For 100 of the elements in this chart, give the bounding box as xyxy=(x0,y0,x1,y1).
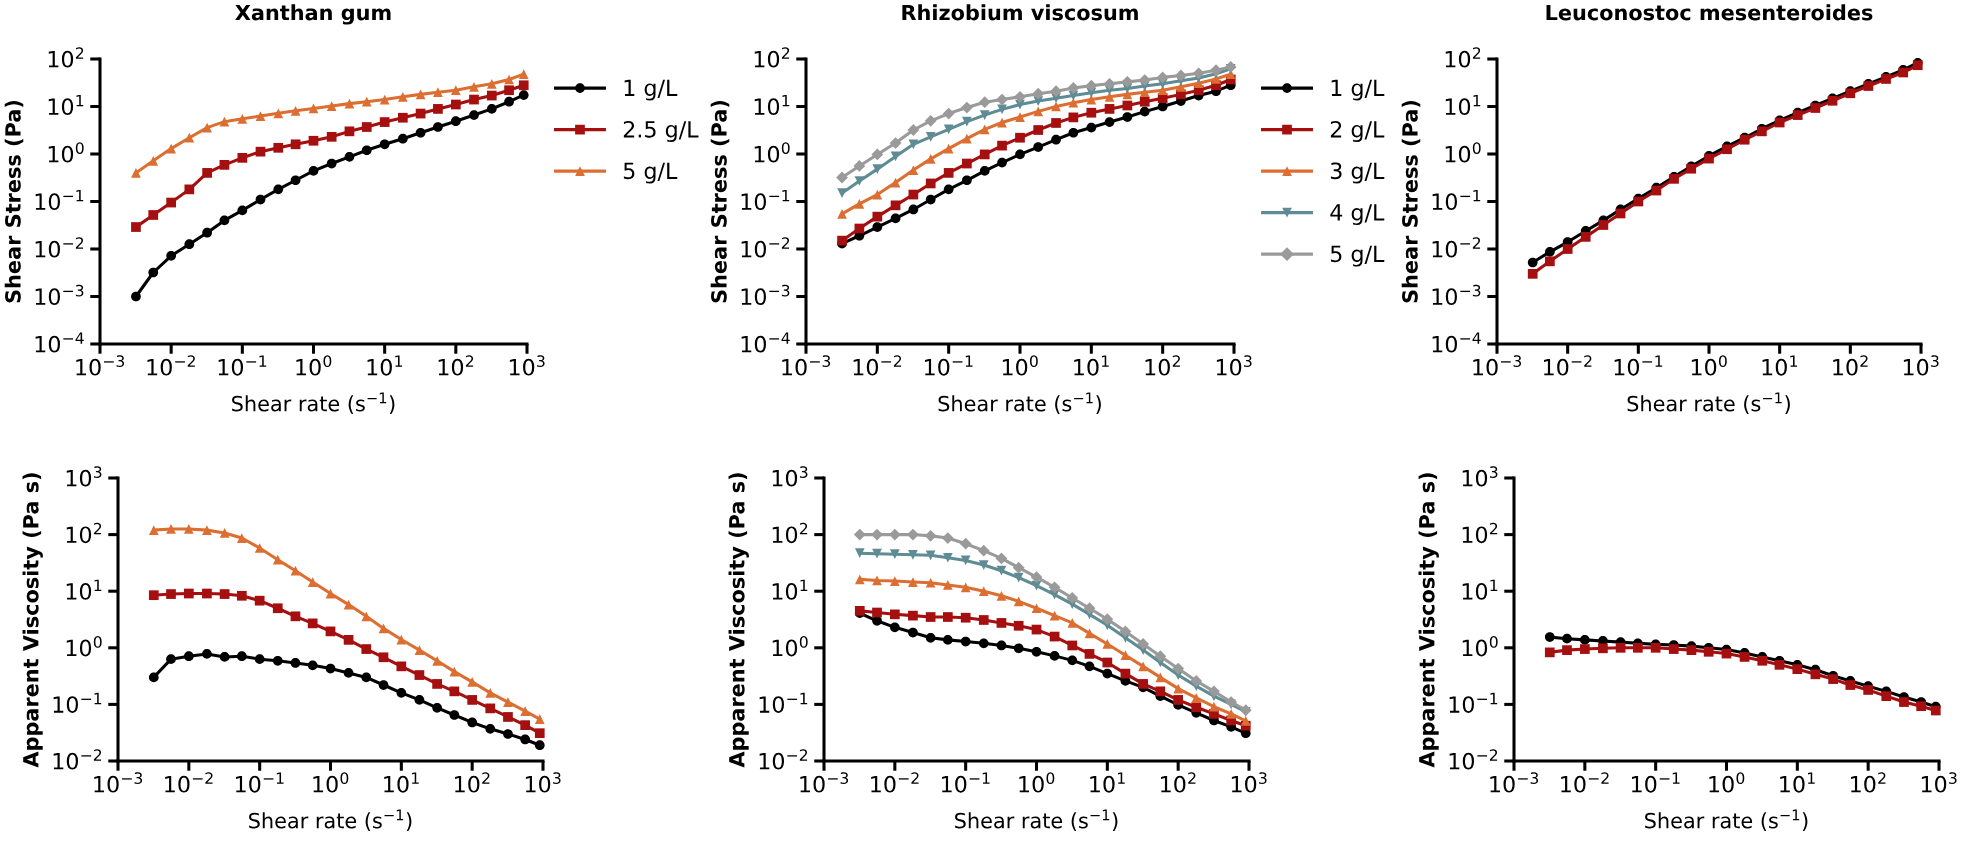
y-tick-label: 10$^{0}$ xyxy=(66,636,102,657)
point xyxy=(960,101,973,114)
point xyxy=(1084,661,1095,672)
point xyxy=(1544,632,1555,642)
point xyxy=(1562,244,1573,254)
point xyxy=(308,166,319,176)
point xyxy=(942,580,953,590)
point xyxy=(148,672,159,683)
legend-label: 1 g/L xyxy=(624,79,678,101)
x-tick-label: 10$^{−3}$ xyxy=(800,772,849,793)
point xyxy=(379,94,390,105)
point xyxy=(1120,650,1131,661)
x-tick-label: 10$^{−2}$ xyxy=(1561,772,1609,793)
point xyxy=(272,554,283,565)
point xyxy=(959,537,972,550)
point xyxy=(272,603,283,614)
x-tick-label: 10$^{−2}$ xyxy=(1544,355,1592,376)
x-tick-label: 10$^{1}$ xyxy=(1780,772,1815,793)
point xyxy=(361,145,372,156)
point xyxy=(397,133,408,144)
point xyxy=(255,111,266,121)
point xyxy=(520,734,531,745)
y-tick-label: 10$^{2}$ xyxy=(48,47,84,68)
point xyxy=(237,113,248,124)
point xyxy=(995,552,1008,565)
x-tick-label: 10$^{3}$ xyxy=(1231,772,1267,793)
point xyxy=(1086,107,1097,118)
point xyxy=(520,706,531,717)
point xyxy=(1015,132,1025,143)
point xyxy=(1828,674,1838,684)
point xyxy=(1139,87,1150,98)
point xyxy=(307,618,318,629)
point xyxy=(1739,652,1750,662)
x-axis-title: Shear rate (s$^{−1}$) xyxy=(938,392,1101,414)
point xyxy=(1545,247,1555,257)
point xyxy=(1014,90,1026,103)
point xyxy=(1210,64,1222,77)
point xyxy=(1102,668,1113,679)
point xyxy=(273,108,284,119)
y-axis-title: Apparent Viscosity (Pa s) xyxy=(1418,473,1439,768)
point xyxy=(872,211,883,222)
point xyxy=(361,96,372,107)
point xyxy=(1580,232,1591,242)
y-tick-label: 10$^{−1}$ xyxy=(53,692,102,714)
point xyxy=(1863,685,1874,695)
point xyxy=(486,104,497,114)
point xyxy=(361,644,372,654)
y-tick-label: 10$^{3}$ xyxy=(1462,466,1498,487)
y-axis-title: Shear Stress (Pa) xyxy=(710,100,730,303)
point xyxy=(290,565,301,576)
point xyxy=(1154,650,1167,663)
point xyxy=(1067,618,1078,628)
point xyxy=(962,175,972,186)
x-tick-label: 10$^{−2}$ xyxy=(165,772,213,793)
point xyxy=(361,122,372,132)
point xyxy=(997,157,1007,168)
point xyxy=(854,199,865,209)
y-tick-label: 10$^{0}$ xyxy=(772,636,808,657)
y-tick-label: 10$^{−3}$ xyxy=(35,284,84,306)
point xyxy=(1598,220,1609,230)
point xyxy=(854,548,865,559)
point xyxy=(1562,645,1572,655)
point xyxy=(908,627,918,638)
x-tick-label: 10$^{−1}$ xyxy=(925,355,973,376)
y-tick-label: 10$^{−3}$ xyxy=(1432,284,1481,306)
point xyxy=(1191,693,1202,703)
point xyxy=(1102,657,1113,668)
point xyxy=(978,615,989,625)
point xyxy=(415,89,426,100)
point xyxy=(1031,603,1042,614)
x-tick-label: 10$^{3}$ xyxy=(1216,355,1252,376)
point xyxy=(1032,87,1045,100)
point xyxy=(1138,661,1148,672)
point xyxy=(978,96,991,109)
point xyxy=(925,154,936,164)
point xyxy=(467,695,478,705)
point xyxy=(871,528,883,541)
point xyxy=(1157,85,1168,96)
point xyxy=(979,166,990,176)
point xyxy=(219,652,230,662)
chart-title: Rhizobium viscosum xyxy=(902,4,1138,21)
point xyxy=(414,670,425,680)
point xyxy=(1139,106,1150,117)
point xyxy=(414,645,425,655)
point xyxy=(942,635,953,645)
point xyxy=(924,114,937,127)
x-axis-title: Shear rate (s$^{−1}$) xyxy=(1645,809,1808,831)
point xyxy=(1527,257,1538,268)
y-tick-label: 10$^{−1}$ xyxy=(741,189,790,211)
point xyxy=(290,175,301,186)
point xyxy=(273,184,284,195)
x-tick-label: 10$^{0}$ xyxy=(296,355,332,376)
point xyxy=(908,204,919,215)
point xyxy=(960,636,971,647)
y-tick-label: 10$^{0}$ xyxy=(1445,142,1481,163)
point xyxy=(255,194,266,205)
point xyxy=(254,543,265,553)
y-tick-label: 10$^{1}$ xyxy=(1462,579,1498,600)
point xyxy=(148,155,159,166)
x-tick-label: 10$^{2}$ xyxy=(1161,772,1196,793)
